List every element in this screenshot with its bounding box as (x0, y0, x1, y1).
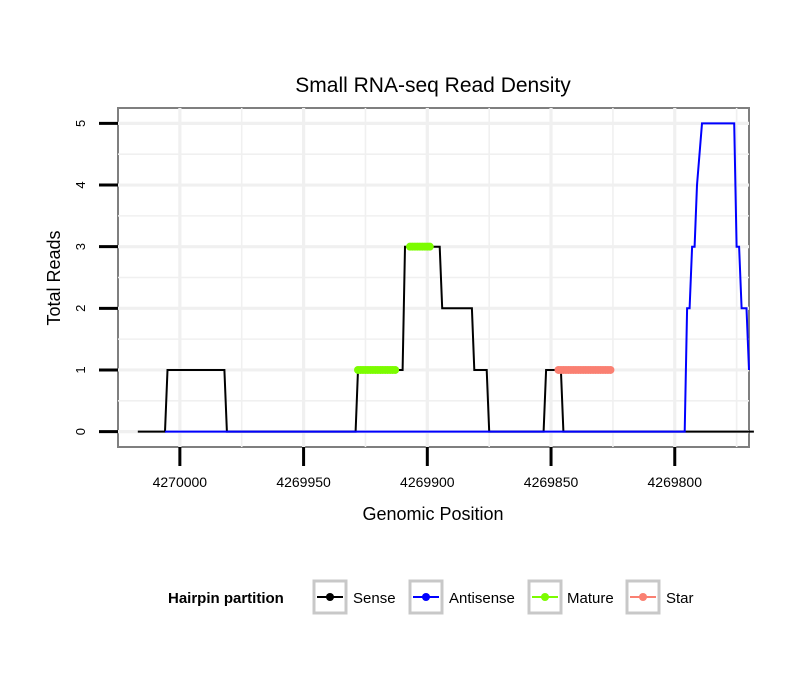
legend-label: Mature (567, 590, 614, 607)
legend-title: Hairpin partition (168, 590, 284, 607)
x-tick-label: 4269900 (400, 474, 455, 490)
legend-label: Star (666, 590, 694, 607)
x-tick-label: 4270000 (153, 474, 208, 490)
series-mature-point (391, 365, 400, 374)
series-star-point (606, 365, 615, 374)
x-tick-label: 4269850 (524, 474, 579, 490)
series-antisense-line (165, 122, 750, 433)
legend-item-sense: Sense (312, 579, 396, 615)
series-layer (137, 122, 754, 433)
x-axis-label: Genomic Position (362, 504, 503, 524)
y-tick-label: 0 (73, 428, 88, 435)
series-sense-line (137, 245, 754, 433)
y-tick-label: 4 (73, 181, 88, 188)
y-axis-label: Total Reads (44, 230, 64, 325)
y-tick-label: 1 (73, 366, 88, 373)
y-tick-label: 3 (73, 243, 88, 250)
series-mature (354, 242, 434, 374)
legend-label: Sense (353, 590, 396, 607)
legend-item-mature: Mature (527, 579, 614, 615)
legend: Hairpin partition Sense Antisense Mature St… (168, 579, 694, 615)
y-tick-label: 5 (73, 120, 88, 127)
legend-key-point (639, 593, 647, 601)
legend-key-point (422, 593, 430, 601)
legend-key-point (326, 593, 334, 601)
legend-key-point (541, 593, 549, 601)
x-axis: 4270000 4269950 4269900 4269850 4269800 (153, 447, 703, 490)
chart-title: Small RNA-seq Read Density (295, 74, 571, 97)
y-axis: 0 1 2 3 4 5 (73, 120, 118, 435)
legend-item-antisense: Antisense (408, 579, 515, 615)
x-tick-label: 4269950 (276, 474, 331, 490)
y-tick-label: 2 (73, 305, 88, 312)
series-star (554, 365, 615, 374)
legend-label: Antisense (449, 590, 515, 607)
legend-item-star: Star (625, 579, 694, 615)
x-tick-label: 4269800 (648, 474, 703, 490)
series-mature-point (425, 242, 434, 251)
